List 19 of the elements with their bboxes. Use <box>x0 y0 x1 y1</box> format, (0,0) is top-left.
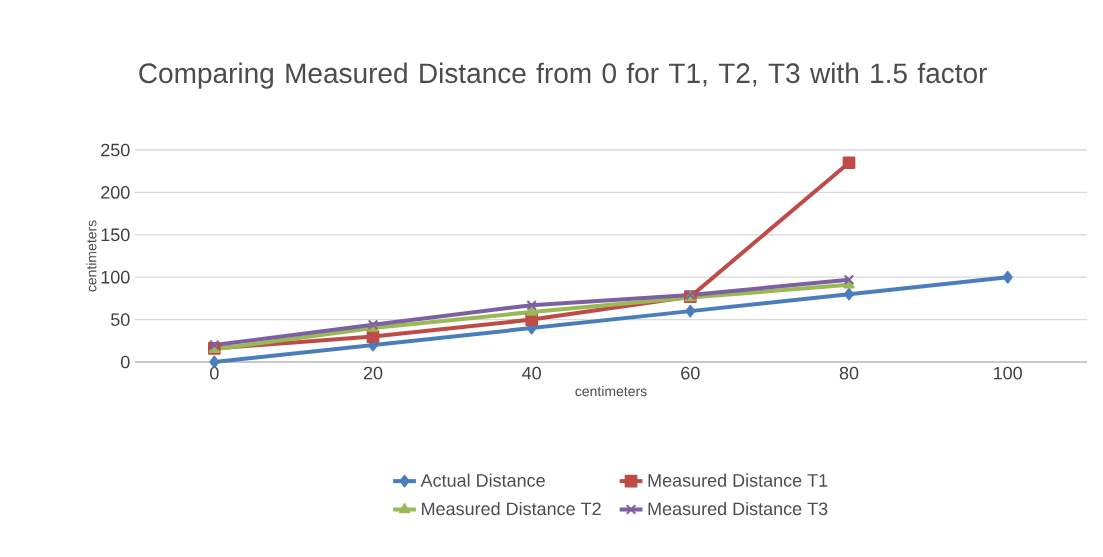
x-tick-label: 20 <box>363 366 383 380</box>
x-tick-label: 100 <box>994 366 1022 380</box>
y-tick-label: 250 <box>101 143 130 157</box>
x-tick-label: 0 <box>210 366 219 380</box>
y-tick-label: 50 <box>110 313 130 326</box>
y-tick-label: 200 <box>101 186 130 199</box>
y-tick-label: 100 <box>101 270 130 284</box>
chart-title: Comparing Measured Distance from 0 for T1, T2, T3 with 1.5 factor <box>139 62 987 89</box>
y-tick-label: 150 <box>101 228 130 242</box>
legend-label: Actual Distance <box>420 473 545 487</box>
y-tick-label: 0 <box>120 355 130 369</box>
x-axis-title: centimeters <box>575 385 647 397</box>
legend-label: Measured Distance T1 <box>648 473 828 487</box>
legend-label: Measured Distance T3 <box>648 501 828 516</box>
x-tick-label: 60 <box>681 366 700 380</box>
legend-label: Measured Distance T2 <box>422 501 601 516</box>
x-tick-label: 40 <box>522 366 541 380</box>
x-tick-label: 80 <box>839 366 859 380</box>
y-axis-title: centimeters <box>86 220 97 292</box>
